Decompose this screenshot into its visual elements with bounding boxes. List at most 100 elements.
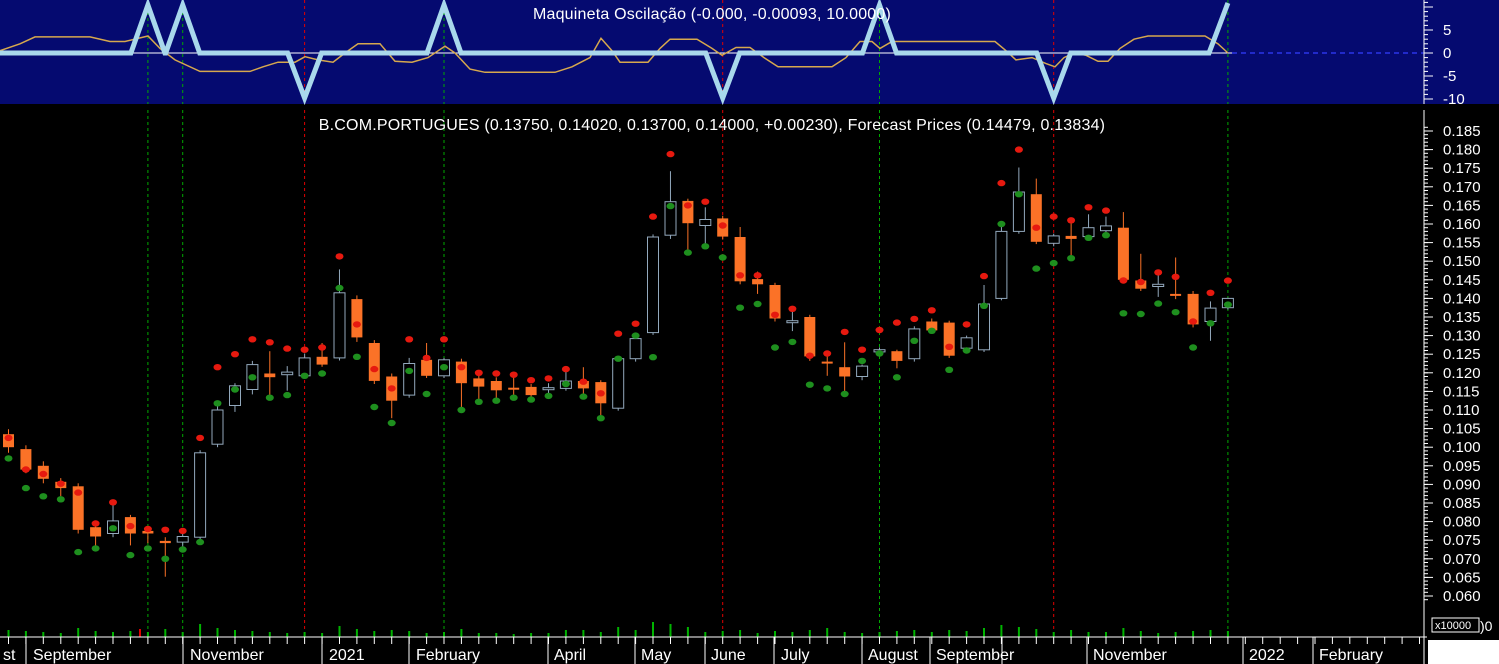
price-tick-label: 0.155 [1443,235,1481,252]
forecast-dot-green [840,390,849,398]
price-tick-label: 0.130 [1443,328,1481,345]
candle-body[interactable] [142,530,154,534]
forecast-dot-red [387,385,396,392]
candle-body[interactable] [525,386,537,396]
forecast-dot-green [1171,309,1180,316]
forecast-dot-green [422,390,431,398]
forecast-dot-red [701,198,710,205]
candle-body[interactable] [1187,293,1199,325]
candle-body[interactable] [176,536,189,543]
candle-body[interactable] [90,527,102,537]
candle-body[interactable] [211,409,224,445]
forecast-dot-green [1189,344,1198,351]
forecast-dot-green [4,455,13,462]
candle-body[interactable] [856,365,869,378]
candle-body[interactable] [368,343,380,381]
forecast-dot-red [91,520,100,527]
price-panel[interactable] [0,110,1499,664]
forecast-dot-red [213,364,222,371]
candle-body[interactable] [769,285,781,319]
candle-body[interactable] [1047,235,1060,244]
forecast-dot-green [701,243,710,250]
forecast-dot-green [1067,255,1076,262]
price-tick-label: 0.095 [1443,458,1481,475]
candle-body[interactable] [194,452,207,538]
candle-body[interactable] [839,367,851,377]
candle-body[interactable] [403,363,416,396]
candle-body[interactable] [229,385,241,406]
candle-body[interactable] [682,200,694,224]
forecast-dot-green [300,372,309,379]
candle-body[interactable] [612,358,625,409]
candle-body[interactable] [943,322,955,356]
price-tick-label: 0.170 [1443,179,1481,196]
forecast-dot-green [196,538,205,546]
candle-body[interactable] [960,337,973,349]
forecast-dot-red [544,375,553,382]
forecast-dot-green [771,344,779,351]
forecast-dot-red [997,179,1006,187]
forecast-dot-green [962,347,971,354]
candle-body[interactable] [333,292,346,359]
candle-body[interactable] [264,373,276,378]
candle-body[interactable] [804,317,816,357]
candle-body[interactable] [734,237,746,282]
forecast-dot-green [1032,265,1041,272]
candle-body[interactable] [891,351,903,361]
month-label: 2022 [1249,647,1285,664]
candle-body[interactable] [1065,235,1077,239]
candle-body[interactable] [786,320,799,324]
month-label: July [781,647,809,664]
forecast-dot-red [771,311,779,318]
candle-body[interactable] [995,230,1008,299]
candle-body[interactable] [1204,307,1217,323]
candle-body[interactable] [1030,194,1042,242]
month-label: June [711,647,746,664]
oscillator-tick-label: 0 [1443,45,1451,62]
candle-body[interactable] [473,378,485,387]
candle-body[interactable] [455,361,467,384]
forecast-dot-red [196,434,205,442]
forecast-dot-green [440,364,448,371]
forecast-dot-green [56,496,65,503]
candle-body[interactable] [1117,227,1129,280]
candle-body[interactable] [664,201,677,236]
forecast-dot-red [1189,318,1198,325]
price-tick-label: 0.120 [1443,365,1481,382]
forecast-dot-red [492,370,501,377]
forecast-dot-red [457,364,466,371]
candle-body[interactable] [508,387,520,390]
candle-body[interactable] [316,356,328,365]
candle-body[interactable] [351,299,363,338]
candle-body[interactable] [926,321,938,331]
candle-body[interactable] [1170,293,1182,296]
panel-divider [0,104,1499,110]
candle-body[interactable] [752,279,764,285]
candle-body[interactable] [542,387,555,391]
price-tick-label: 0.075 [1443,532,1481,549]
candle-body[interactable] [421,359,433,376]
forecast-dot-green [805,381,814,388]
forecast-dot-red [1206,289,1215,296]
candle-body[interactable] [159,540,171,544]
price-tick-label: 0.135 [1443,309,1481,326]
candle-body[interactable] [699,219,712,226]
candle-body[interactable] [281,371,294,376]
candle-body[interactable] [490,381,502,391]
candle-body[interactable] [821,361,833,364]
candle-body[interactable] [1100,225,1112,232]
forecast-dot-green [231,386,239,393]
forecast-dot-green [1154,300,1163,307]
oscillator-trigger-line [0,0,1231,106]
candle-body[interactable] [978,303,990,351]
candle-body[interactable] [629,338,642,360]
forecast-dot-green [457,406,466,414]
candle-body[interactable] [647,236,659,334]
candle-body[interactable] [1012,191,1025,232]
candle-body[interactable] [20,449,32,470]
candle-body[interactable] [72,486,84,530]
forecast-dot-green [492,397,501,404]
candle-body[interactable] [1152,283,1165,287]
